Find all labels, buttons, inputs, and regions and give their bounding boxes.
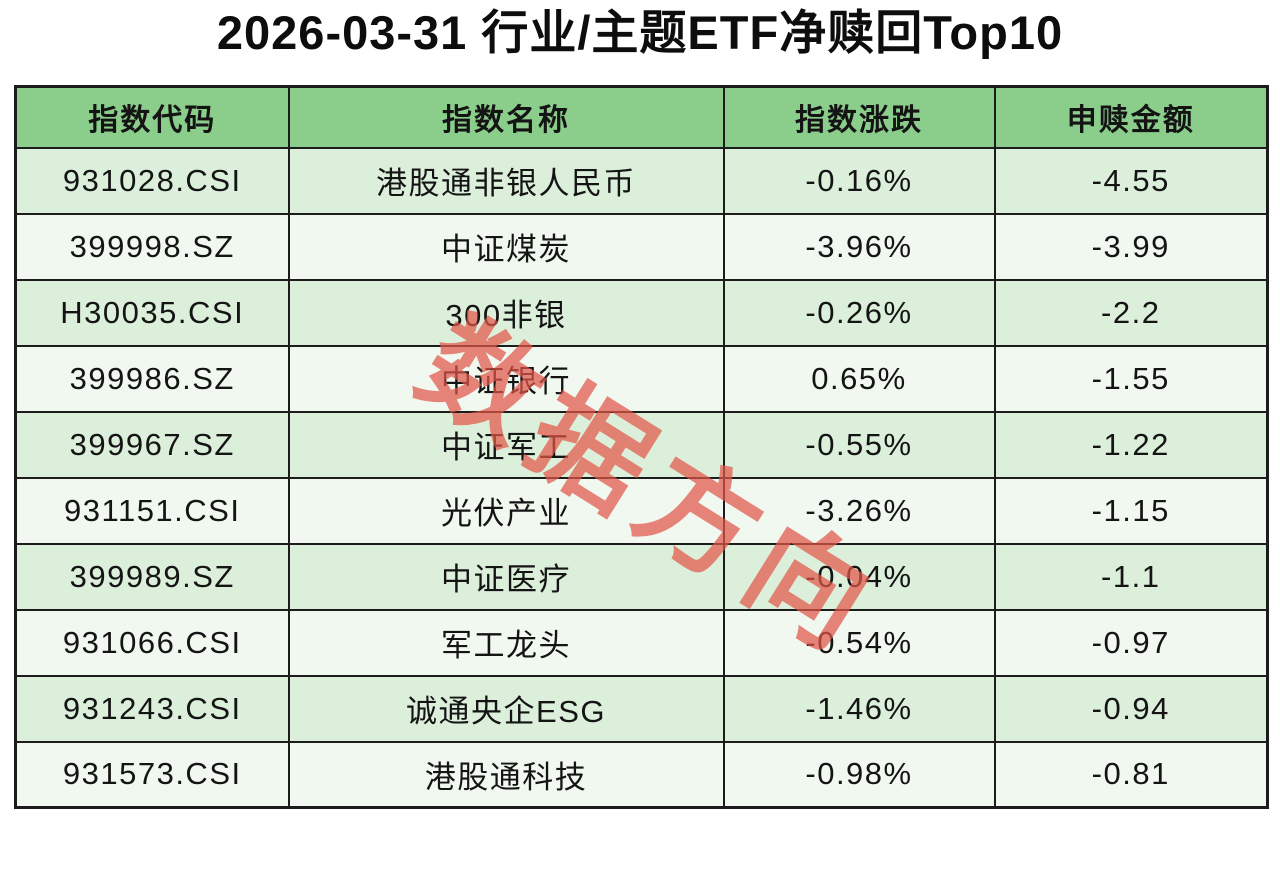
cell-index-change: -0.16%: [722, 146, 996, 215]
cell-index-code: H30035.CSI: [14, 278, 290, 347]
cell-redeem-amount: -1.55: [993, 344, 1269, 413]
cell-index-code: 399998.SZ: [14, 212, 290, 281]
cell-redeem-amount: -4.55: [993, 146, 1269, 215]
cell-index-name: 诚通央企ESG: [287, 674, 725, 743]
cell-index-code: 399989.SZ: [14, 542, 290, 611]
cell-index-code: 931028.CSI: [14, 146, 290, 215]
table-body: 931028.CSI 港股通非银人民币 -0.16% -4.55 399998.…: [14, 146, 1269, 809]
cell-index-name: 300非银: [287, 278, 725, 347]
cell-index-code: 399967.SZ: [14, 410, 290, 479]
cell-index-code: 931151.CSI: [14, 476, 290, 545]
table-row: 399989.SZ 中证医疗 -0.04% -1.1: [14, 542, 1269, 611]
cell-redeem-amount: -0.97: [993, 608, 1269, 677]
cell-redeem-amount: -0.94: [993, 674, 1269, 743]
table-row: 931028.CSI 港股通非银人民币 -0.16% -4.55: [14, 146, 1269, 215]
cell-index-change: -3.96%: [722, 212, 996, 281]
cell-index-change: -3.26%: [722, 476, 996, 545]
cell-redeem-amount: -0.81: [993, 740, 1269, 809]
cell-index-code: 931066.CSI: [14, 608, 290, 677]
etf-table: 指数代码 指数名称 指数涨跌 申赎金额 931028.CSI 港股通非银人民币 …: [14, 85, 1269, 809]
cell-redeem-amount: -1.15: [993, 476, 1269, 545]
table-row: 399986.SZ 中证银行 0.65% -1.55: [14, 344, 1269, 413]
cell-index-code: 931243.CSI: [14, 674, 290, 743]
cell-redeem-amount: -1.22: [993, 410, 1269, 479]
table-row: 399967.SZ 中证军工 -0.55% -1.22: [14, 410, 1269, 479]
cell-redeem-amount: -1.1: [993, 542, 1269, 611]
cell-index-name: 港股通非银人民币: [287, 146, 725, 215]
header-row: 指数代码 指数名称 指数涨跌 申赎金额: [14, 85, 1269, 149]
cell-index-change: -0.26%: [722, 278, 996, 347]
page-title: 2026-03-31 行业/主题ETF净赎回Top10: [216, 6, 1064, 59]
table-row: 931151.CSI 光伏产业 -3.26% -1.15: [14, 476, 1269, 545]
etf-table-container: 指数代码 指数名称 指数涨跌 申赎金额 931028.CSI 港股通非银人民币 …: [14, 85, 1269, 809]
cell-index-name: 中证医疗: [287, 542, 725, 611]
table-row: 399998.SZ 中证煤炭 -3.96% -3.99: [14, 212, 1269, 281]
cell-index-name: 中证银行: [287, 344, 725, 413]
cell-index-change: 0.65%: [722, 344, 996, 413]
table-row: 931573.CSI 港股通科技 -0.98% -0.81: [14, 740, 1269, 809]
cell-index-change: -0.98%: [722, 740, 996, 809]
column-header-index-code: 指数代码: [14, 85, 290, 149]
table-header: 指数代码 指数名称 指数涨跌 申赎金额: [14, 85, 1269, 149]
cell-index-change: -0.54%: [722, 608, 996, 677]
cell-index-code: 931573.CSI: [14, 740, 290, 809]
table-row: 931066.CSI 军工龙头 -0.54% -0.97: [14, 608, 1269, 677]
table-row: 931243.CSI 诚通央企ESG -1.46% -0.94: [14, 674, 1269, 743]
column-header-index-name: 指数名称: [287, 85, 725, 149]
cell-index-name: 中证军工: [287, 410, 725, 479]
column-header-index-change: 指数涨跌: [722, 85, 996, 149]
cell-index-name: 光伏产业: [287, 476, 725, 545]
cell-index-name: 港股通科技: [287, 740, 725, 809]
column-header-redeem-amount: 申赎金额: [993, 85, 1269, 149]
cell-redeem-amount: -3.99: [993, 212, 1269, 281]
cell-index-name: 中证煤炭: [287, 212, 725, 281]
table-row: H30035.CSI 300非银 -0.26% -2.2: [14, 278, 1269, 347]
cell-index-change: -0.55%: [722, 410, 996, 479]
cell-index-change: -1.46%: [722, 674, 996, 743]
cell-index-code: 399986.SZ: [14, 344, 290, 413]
cell-redeem-amount: -2.2: [993, 278, 1269, 347]
cell-index-name: 军工龙头: [287, 608, 725, 677]
cell-index-change: -0.04%: [722, 542, 996, 611]
